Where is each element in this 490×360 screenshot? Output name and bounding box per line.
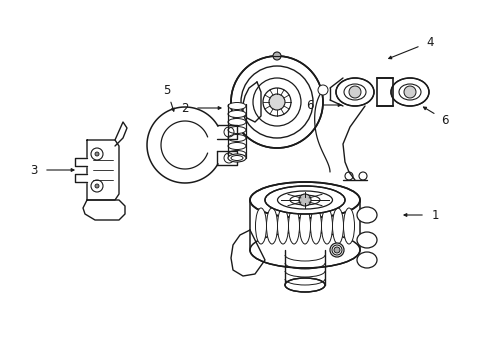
- Text: 6: 6: [306, 99, 314, 112]
- Ellipse shape: [267, 208, 277, 244]
- Text: 2: 2: [181, 102, 189, 114]
- Polygon shape: [243, 82, 261, 122]
- Text: 3: 3: [30, 163, 38, 176]
- Ellipse shape: [228, 135, 246, 141]
- Ellipse shape: [277, 208, 289, 244]
- Ellipse shape: [336, 78, 374, 106]
- Ellipse shape: [228, 111, 246, 117]
- Ellipse shape: [343, 208, 354, 244]
- Text: 5: 5: [163, 84, 171, 96]
- Circle shape: [299, 194, 311, 206]
- Polygon shape: [147, 107, 218, 183]
- Ellipse shape: [357, 207, 377, 223]
- Circle shape: [273, 52, 281, 60]
- Ellipse shape: [391, 78, 429, 106]
- Polygon shape: [115, 122, 127, 146]
- Polygon shape: [231, 230, 265, 276]
- Polygon shape: [217, 125, 237, 139]
- Polygon shape: [87, 140, 119, 200]
- Circle shape: [231, 56, 323, 148]
- Ellipse shape: [311, 208, 321, 244]
- Text: 1: 1: [431, 208, 439, 221]
- Ellipse shape: [357, 252, 377, 268]
- Ellipse shape: [265, 186, 345, 214]
- Ellipse shape: [255, 208, 267, 244]
- Ellipse shape: [228, 143, 246, 149]
- Ellipse shape: [228, 126, 246, 134]
- Ellipse shape: [228, 150, 246, 158]
- Circle shape: [95, 184, 99, 188]
- Circle shape: [404, 86, 416, 98]
- Ellipse shape: [299, 208, 311, 244]
- Ellipse shape: [228, 118, 246, 126]
- Ellipse shape: [289, 208, 299, 244]
- Ellipse shape: [285, 278, 325, 292]
- Circle shape: [349, 86, 361, 98]
- Polygon shape: [75, 174, 87, 182]
- Ellipse shape: [250, 232, 360, 268]
- Circle shape: [334, 247, 340, 253]
- Circle shape: [95, 152, 99, 156]
- Text: 6: 6: [441, 113, 449, 126]
- Ellipse shape: [228, 154, 246, 162]
- Ellipse shape: [321, 208, 333, 244]
- Text: 4: 4: [426, 36, 434, 49]
- Ellipse shape: [330, 243, 344, 257]
- Ellipse shape: [357, 232, 377, 248]
- Circle shape: [318, 85, 328, 95]
- Polygon shape: [75, 158, 87, 166]
- Ellipse shape: [228, 103, 246, 109]
- Ellipse shape: [333, 208, 343, 244]
- Ellipse shape: [250, 182, 360, 218]
- Circle shape: [269, 94, 285, 110]
- Polygon shape: [83, 200, 125, 220]
